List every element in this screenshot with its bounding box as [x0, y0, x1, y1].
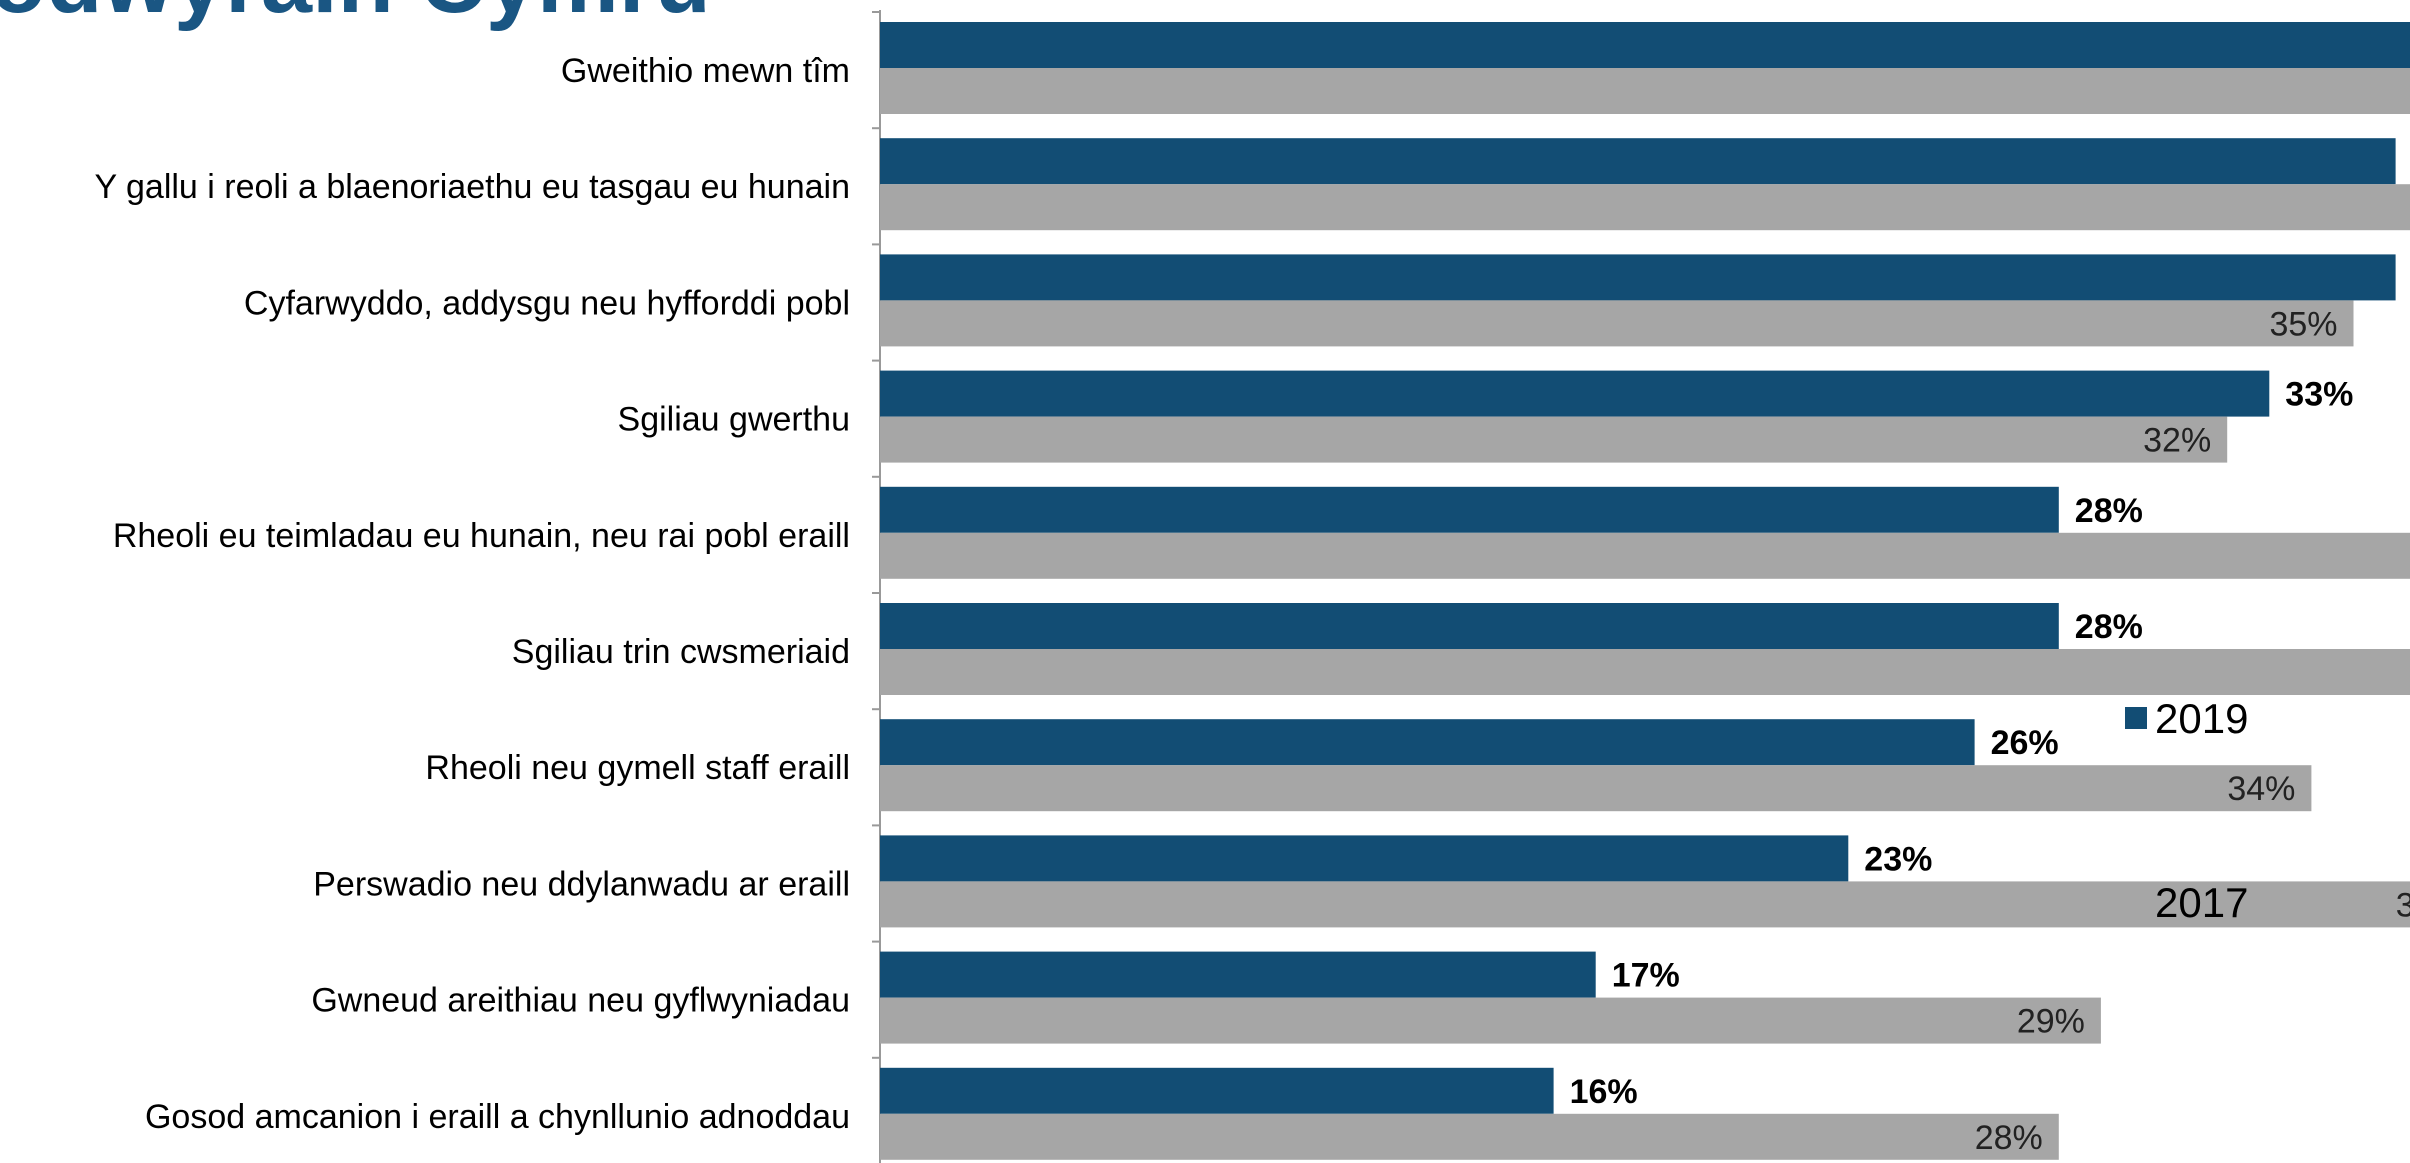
- bar-2017: [880, 68, 2410, 114]
- bar-2017: [880, 532, 2410, 579]
- legend-label-2017: 2017: [2155, 879, 2248, 926]
- category-label: Perswadio neu ddylanwadu ar eraill: [313, 865, 850, 903]
- bar-2017: [880, 881, 2410, 928]
- category-label: Gosod amcanion i eraill a chynllunio adn…: [145, 1098, 850, 1136]
- category-label: Sgiliau gwerthu: [618, 401, 850, 439]
- bar-2019: [880, 486, 2059, 533]
- plot-area: Gweithio mewn tîm45%43%Y gallu i reoli a…: [94, 10, 2410, 1163]
- page-title: odwyrain Cymru: [0, 0, 711, 32]
- bar-2017: [880, 184, 2410, 231]
- bar-2017: [880, 1113, 2059, 1160]
- data-label-2017: 34%: [2227, 770, 2295, 808]
- category-label: Gweithio mewn tîm: [561, 52, 850, 90]
- data-label-2017: 29%: [2017, 1003, 2085, 1041]
- category-label: Sgiliau trin cwsmeriaid: [512, 633, 850, 671]
- bar-2019: [880, 603, 2059, 649]
- data-label-2017: 38%: [2396, 886, 2410, 924]
- bar-2017: [880, 997, 2101, 1044]
- bar-2019: [880, 370, 2270, 417]
- category-label: Cyfarwyddo, addysgu neu hyfforddi pobl: [244, 284, 850, 322]
- bar-2019: [880, 22, 2410, 68]
- bar-2019: [880, 254, 2396, 301]
- bar-2017: [880, 649, 2410, 695]
- legend-swatch-2017: [2125, 891, 2147, 913]
- data-label-2017: 35%: [2269, 305, 2337, 343]
- data-label-2019: 16%: [1570, 1073, 1638, 1111]
- bar-2017: [880, 765, 2312, 812]
- category-label: Gwneud areithiau neu gyflwyniadau: [311, 982, 850, 1020]
- data-label-2019: 17%: [1612, 957, 1680, 995]
- data-label-2017: 32%: [2143, 422, 2211, 460]
- bar-2019: [880, 951, 1596, 998]
- legend-label-2019: 2019: [2155, 695, 2248, 742]
- bar-2019: [880, 1067, 1554, 1114]
- legend-swatch-2019: [2125, 707, 2147, 729]
- bar-2019: [880, 719, 1975, 766]
- bar-2019: [880, 138, 2396, 185]
- bar-2017: [880, 300, 2354, 347]
- category-label: Rheoli eu teimladau eu hunain, neu rai p…: [113, 517, 850, 555]
- data-label-2017: 28%: [1975, 1119, 2043, 1157]
- bar-2019: [880, 835, 1849, 882]
- data-label-2019: 28%: [2075, 492, 2143, 530]
- category-label: Rheoli neu gymell staff eraill: [425, 749, 850, 787]
- legend: 2019 2017: [2125, 695, 2248, 926]
- bar-2017: [880, 416, 2228, 463]
- data-label-2019: 33%: [2285, 376, 2353, 414]
- data-label-2019: 26%: [1991, 724, 2059, 762]
- data-label-2019: 28%: [2075, 608, 2143, 646]
- category-label: Y gallu i reoli a blaenoriaethu eu tasga…: [94, 168, 850, 206]
- data-label-2019: 23%: [1864, 840, 1932, 878]
